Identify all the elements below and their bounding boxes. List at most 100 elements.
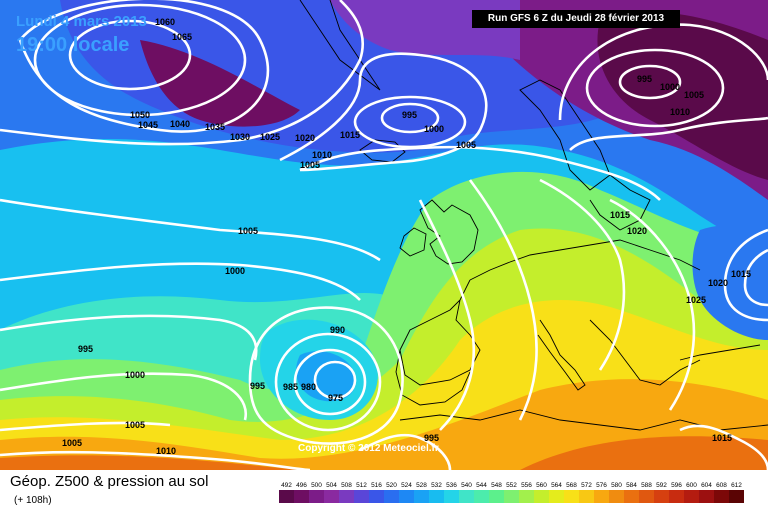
legend-swatch [669, 490, 684, 503]
isobars [0, 0, 768, 470]
isobar-label: 995 [250, 381, 265, 391]
isobar-995-sw-low [359, 433, 452, 470]
legend-swatch [324, 490, 339, 503]
legend-swatch [279, 490, 294, 503]
isobar-labels: 1060 1065 1050 1045 1040 1035 1030 1025 … [62, 17, 751, 456]
isobar-label: 1015 [340, 130, 360, 140]
legend-swatch [729, 490, 744, 503]
isobar-label: 1020 [295, 133, 315, 143]
isobar-label: 1020 [627, 226, 647, 236]
legend-value: 552 [506, 482, 517, 489]
legend-value: 516 [371, 482, 382, 489]
legend-value: 532 [431, 482, 442, 489]
legend-value: 544 [476, 482, 487, 489]
legend-swatch [354, 490, 369, 503]
isobar-1005-west [0, 198, 381, 262]
legend-value: 528 [416, 482, 427, 489]
coastlines [299, 0, 768, 431]
isobar-label: 1010 [670, 107, 690, 117]
copyright-notice: Copyright © 2012 Meteociel.fr [298, 443, 439, 454]
legend-swatch [294, 490, 309, 503]
legend-value: 604 [701, 482, 712, 489]
isobar-low-iceland-4 [279, 52, 488, 172]
forecast-time: 19:00 locale [16, 34, 130, 56]
legend-swatch [459, 490, 474, 503]
isobar-label: 1025 [686, 295, 706, 305]
legend-swatch [654, 490, 669, 503]
legend-swatch [549, 490, 564, 503]
isobar-label: 990 [330, 325, 345, 335]
field-darkorange [0, 436, 768, 470]
coast-italy [537, 319, 586, 391]
legend-value: 540 [461, 482, 472, 489]
pressure-map: 1060 1065 1050 1045 1040 1035 1030 1025 … [0, 0, 768, 470]
legend-value: 576 [596, 482, 607, 489]
isobar-label: 1040 [170, 119, 190, 129]
legend-swatch [384, 490, 399, 503]
isobar-label: 1050 [130, 110, 150, 120]
isobar-label: 1060 [155, 17, 175, 27]
legend-value: 564 [551, 482, 562, 489]
isobar-label: 1005 [62, 438, 82, 448]
legend-swatch [519, 490, 534, 503]
isobar-label: 1000 [225, 266, 245, 276]
isobar-europe-1 [418, 199, 476, 431]
legend-value: 520 [386, 482, 397, 489]
isobar-label: 995 [637, 74, 652, 84]
legend-value: 612 [731, 482, 742, 489]
isobar-1015-se [679, 424, 768, 470]
field-orange [0, 379, 768, 470]
legend-value: 524 [401, 482, 412, 489]
isobar-east-2 [743, 248, 768, 307]
isobar-label: 1015 [712, 433, 732, 443]
isobar-label: 1015 [610, 210, 630, 220]
legend-value: 492 [281, 482, 292, 489]
isobar-label: 1045 [138, 120, 158, 130]
isobar-label: 1025 [260, 132, 280, 142]
legend-swatch [714, 490, 729, 503]
legend-swatch [609, 490, 624, 503]
isobar-label: 1000 [125, 370, 145, 380]
legend-value: 592 [656, 482, 667, 489]
isobar-europe-3 [539, 178, 626, 371]
legend-swatch [684, 490, 699, 503]
isobar-1010-sw [0, 450, 311, 470]
isobar-low-iceland-3 [299, 145, 661, 201]
isobar-low-atlantic-2 [293, 348, 367, 416]
isobar-label: 995 [424, 433, 439, 443]
isobar-label: 995 [78, 344, 93, 354]
legend-swatch [579, 490, 594, 503]
isobar-label: 1005 [238, 226, 258, 236]
legend-swatch [489, 490, 504, 503]
isobar-low-atlantic-4 [248, 306, 404, 445]
isobar-low-ne-2 [585, 48, 725, 128]
map-title: Géop. Z500 & pression au sol [10, 473, 209, 490]
isobar-europe-2 [468, 179, 538, 421]
legend-swatch [444, 490, 459, 503]
legend-swatch [624, 490, 639, 503]
isobar-label: 1065 [172, 32, 192, 42]
isobar-high-ring-1 [68, 19, 192, 91]
legend-value: 536 [446, 482, 457, 489]
legend-swatch [339, 490, 354, 503]
forecast-lead-time: (+ 108h) [14, 495, 52, 506]
forecast-date: Lundi 4 mars 2013 [16, 13, 147, 30]
legend-swatch [504, 490, 519, 503]
isobar-low-atlantic-1 [313, 360, 357, 400]
isobar-label: 1005 [684, 90, 704, 100]
isobar-label: 975 [328, 393, 343, 403]
legend-value: 596 [671, 482, 682, 489]
legend-value: 504 [326, 482, 337, 489]
isobar-label: 1010 [312, 150, 332, 160]
isobar-label: 1005 [125, 420, 145, 430]
legend-value: 560 [536, 482, 547, 489]
isobar-label: 985 [283, 382, 298, 392]
coast-turkey [679, 344, 761, 361]
legend-value: 496 [296, 482, 307, 489]
legend-value: 568 [566, 482, 577, 489]
field-purple-deep [597, 11, 768, 180]
isobar-label: 1015 [731, 269, 751, 279]
isobar-label: 1030 [230, 132, 250, 142]
legend-value: 508 [341, 482, 352, 489]
